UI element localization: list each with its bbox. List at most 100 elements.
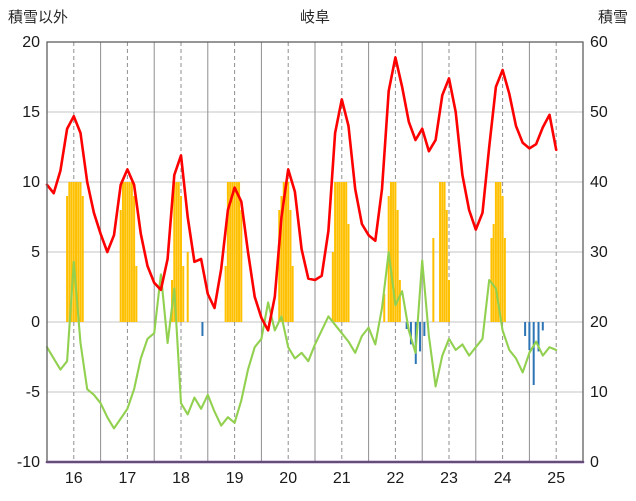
day-label: 17 bbox=[119, 470, 137, 487]
orange_bars-bar bbox=[392, 182, 395, 322]
orange_bars-bar bbox=[81, 196, 84, 322]
right-tick-label: 10 bbox=[590, 384, 608, 401]
day-label: 16 bbox=[65, 470, 83, 487]
left-tick-label: -10 bbox=[17, 454, 40, 471]
blue_bars-bar bbox=[409, 322, 412, 345]
orange_bars-bar bbox=[121, 182, 124, 322]
left-axis-labels: 20 15 10 5 0 -5 -10 bbox=[17, 34, 40, 471]
left-tick-label: 15 bbox=[22, 104, 40, 121]
orange_bars-bar bbox=[343, 182, 346, 322]
orange_bars-bar bbox=[233, 182, 236, 322]
orange_bars-bar bbox=[182, 266, 185, 322]
orange_bars-bar bbox=[289, 210, 292, 322]
orange_bars-bar bbox=[231, 182, 234, 322]
right-tick-label: 40 bbox=[590, 174, 608, 191]
orange_bars-bar bbox=[240, 210, 243, 322]
left-tick-label: -5 bbox=[26, 384, 40, 401]
orange_bars-bar bbox=[492, 224, 495, 322]
orange_bars-bar bbox=[119, 210, 122, 322]
day-label: 18 bbox=[172, 470, 190, 487]
left-tick-label: 0 bbox=[31, 314, 40, 331]
orange_bars-bar bbox=[345, 182, 348, 322]
orange_bars-bar bbox=[394, 182, 397, 322]
orange_bars-bar bbox=[336, 182, 339, 322]
red_line bbox=[45, 56, 558, 332]
left-axis-title: 積雪以外 bbox=[8, 9, 69, 26]
orange_bars-bar bbox=[68, 182, 71, 322]
right-tick-label: 0 bbox=[590, 454, 599, 471]
orange_bars-bar bbox=[186, 252, 189, 322]
orange_bars-bar bbox=[432, 238, 435, 322]
day-label: 22 bbox=[387, 470, 405, 487]
orange_bars-bar bbox=[126, 182, 129, 322]
blue_bars-bar bbox=[541, 322, 544, 331]
day-label: 24 bbox=[494, 470, 512, 487]
day-label: 23 bbox=[440, 470, 458, 487]
orange_bars-bar bbox=[503, 238, 506, 322]
orange_bars-bar bbox=[282, 182, 285, 322]
day-label: 20 bbox=[279, 470, 297, 487]
orange_bars-bar bbox=[490, 238, 493, 322]
blue_bars-bar bbox=[537, 322, 540, 352]
right-tick-label: 20 bbox=[590, 314, 608, 331]
orange_bars-bar bbox=[501, 196, 504, 322]
orange_bars-bar bbox=[497, 182, 500, 322]
orange_bars-bar bbox=[389, 182, 392, 322]
right-tick-label: 60 bbox=[590, 34, 608, 51]
orange_bars-bar bbox=[70, 182, 73, 322]
blue_bars-bar bbox=[405, 322, 408, 329]
orange_bars-bar bbox=[291, 266, 294, 322]
orange_bars-bar bbox=[383, 294, 386, 322]
red_line-path bbox=[45, 56, 558, 332]
orange_bars-bar bbox=[499, 182, 502, 322]
right-tick-label: 50 bbox=[590, 104, 608, 121]
orange_bars-bar bbox=[66, 196, 69, 322]
orange_bars-bar bbox=[238, 182, 241, 322]
orange_bars-bar bbox=[135, 266, 138, 322]
orange_bars-bar bbox=[226, 182, 229, 322]
blue_bars-bar bbox=[532, 322, 535, 385]
blue_bars-bar bbox=[524, 322, 527, 336]
orange_bars-bar bbox=[441, 182, 444, 322]
orange_bars-bar bbox=[280, 196, 283, 322]
orange_bars-bar bbox=[347, 224, 350, 322]
orange_bars-bar bbox=[278, 210, 281, 322]
orange_bars-bar bbox=[396, 210, 399, 322]
blue_bars-bar bbox=[528, 322, 531, 350]
orange_bars-bar bbox=[235, 182, 238, 322]
blue_bars-bar bbox=[419, 322, 422, 352]
orange_bars-bar bbox=[130, 182, 133, 322]
left-tick-label: 10 bbox=[22, 174, 40, 191]
orange_bars-bar bbox=[338, 182, 341, 322]
orange_bars-bar bbox=[133, 196, 136, 322]
orange_bars-bar bbox=[173, 182, 176, 322]
plot-frame bbox=[46, 41, 584, 463]
orange_bars-bar bbox=[175, 182, 178, 322]
green_line-path bbox=[45, 250, 558, 430]
orange_bars-bar bbox=[287, 182, 290, 322]
day-label: 21 bbox=[333, 470, 351, 487]
orange_bars-bar bbox=[445, 210, 448, 322]
orange_bars-bar bbox=[72, 182, 75, 322]
orange_bars-bar bbox=[229, 182, 232, 322]
day-label: 25 bbox=[547, 470, 565, 487]
blue_bars-bar bbox=[201, 322, 204, 336]
orange_bars-bar bbox=[284, 182, 287, 322]
blue_bars-bar bbox=[423, 322, 426, 336]
orange_bars-bar bbox=[439, 182, 442, 322]
left-tick-label: 20 bbox=[22, 34, 40, 51]
orange_bars-bar bbox=[340, 182, 343, 322]
orange_bars-bar bbox=[224, 266, 227, 322]
right-axis-labels: 60 50 40 30 20 10 0 bbox=[590, 34, 608, 471]
orange_bars-bar bbox=[179, 196, 183, 322]
orange_bars-bar bbox=[331, 252, 334, 322]
orange_bars-bar bbox=[398, 280, 401, 322]
orange_bars-bar bbox=[177, 182, 180, 322]
orange_bars-bar bbox=[447, 280, 451, 322]
orange_bars-bar bbox=[443, 182, 446, 322]
day-label: 19 bbox=[226, 470, 244, 487]
orange_bars bbox=[66, 182, 506, 322]
orange_bars-bar bbox=[128, 182, 131, 322]
